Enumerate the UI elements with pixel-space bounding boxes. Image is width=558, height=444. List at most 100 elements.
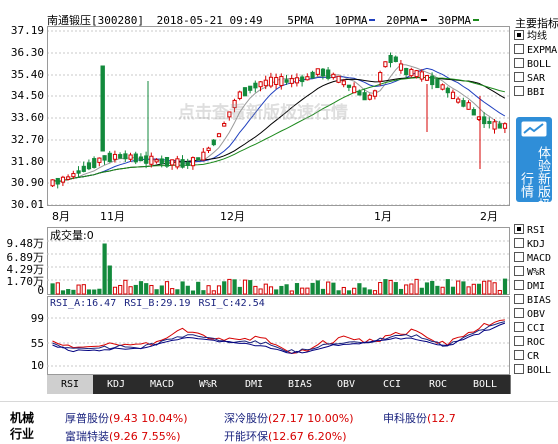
rsi-a-label: RSI_A:16.47 [50,298,117,309]
main-option-expma[interactable]: EXPMA [514,44,557,57]
candle-body [456,98,461,103]
candle-body [315,68,320,75]
tab-boll[interactable] [507,375,511,394]
ma-line-30 [52,76,506,183]
tab-obv[interactable]: OBV [323,375,370,394]
sub-option-bias[interactable]: BIAS [514,294,551,307]
tab-bias[interactable]: BIAS [277,375,324,394]
stock-link-name[interactable]: 开能环保 [224,430,268,443]
candle-body [388,54,393,64]
related-stock-link[interactable]: 开能环保(12.67 6.20%) [224,430,347,443]
main-option-boll[interactable]: BOLL [514,58,551,71]
candle-body [414,70,419,78]
stock-link-name[interactable]: 厚普股份 [65,412,109,425]
volume-bar [383,279,388,295]
tab-macd[interactable]: MACD [139,375,186,394]
volume-bar [128,286,133,295]
tab-rsi[interactable]: RSI [47,375,94,394]
related-stock-link[interactable]: 申科股份(12.7 [383,412,456,425]
radio-icon [514,252,524,262]
volume-chart[interactable] [47,227,510,295]
tab-wr[interactable]: W%R [185,375,232,394]
volume-bar [196,281,201,295]
candle-body [294,77,300,84]
volume-bar [357,283,362,295]
related-stock-link[interactable]: 富瑞特装(9.26 7.55%) [65,430,181,443]
candle-body [232,99,237,109]
related-stock-link[interactable]: 深冷股份(27.17 10.00%) [224,412,354,425]
sub-option-dmi[interactable]: DMI [514,280,545,293]
candle-body [144,155,149,164]
candle-body [222,122,227,127]
sub-option-obv[interactable]: OBV [514,308,545,321]
ma30-label: 30PMA [437,14,471,27]
sub-option-roc[interactable]: ROC [514,336,545,349]
volume-bar [346,290,352,295]
stock-price: 12.7 [431,412,456,425]
candle-body [336,75,341,83]
sub-option-macd[interactable]: MACD [514,252,551,265]
volume-bars [50,243,508,295]
volume-bar [445,279,450,295]
candle-body [419,71,424,80]
candle-body [170,159,175,166]
candle-body [357,90,362,96]
tab-roc[interactable]: ROC [415,375,462,394]
volume-bar [97,288,102,295]
volume-bar [435,285,440,295]
volume-bar [362,287,367,295]
radio-icon [514,364,524,374]
volume-bar [487,280,492,295]
volume-bar [232,279,237,295]
stock-link-name[interactable]: 富瑞特装 [65,430,109,443]
sub-option-wr[interactable]: W%R [514,266,545,279]
stock-change: 7.55% [141,430,177,443]
tab-dmi[interactable]: DMI [231,375,278,394]
candle-body [430,75,435,86]
main-option-sar[interactable]: SAR [514,72,545,85]
volume-bar [398,288,404,295]
volume-bar [440,286,445,295]
volume-bar [112,286,118,295]
related-stock-link[interactable]: 厚普股份(9.43 10.04%) [65,412,188,425]
price-tick: 30.90 [10,176,44,189]
candle-body [268,76,274,87]
main-indicator-title: 主要指标 [515,17,558,30]
candle-body [326,69,331,79]
volume-bar [248,280,253,295]
volume-bar [284,284,289,295]
volume-bar [461,281,466,295]
new-version-promo-button[interactable]: 体验新版极速行情 [516,117,552,224]
sub-option-cr[interactable]: CR [514,350,539,363]
tab-kdj[interactable]: KDJ [93,375,140,394]
volume-bar [76,284,81,295]
volume-bar [471,283,476,295]
price-tick: 31.80 [10,155,44,168]
radio-icon [514,350,524,360]
candle-body [482,116,487,125]
sub-option-rsi[interactable]: RSI [514,224,545,237]
tab-boll-label[interactable]: BOLL [461,375,509,394]
volume-bar [227,278,232,295]
rsi-chart[interactable] [47,296,510,375]
main-option-ma[interactable]: 均线 [514,30,547,43]
sub-option-kdj[interactable]: KDJ [514,238,545,251]
stock-price: 9.43 [113,412,138,425]
stock-link-name[interactable]: 申科股份 [383,412,427,425]
volume-bar [274,289,279,295]
main-option-bbi[interactable]: BBI [514,86,545,99]
candlestick-chart[interactable] [47,26,510,206]
trend-chart-icon [521,121,547,137]
stock-link-name[interactable]: 深冷股份 [224,412,268,425]
sub-option-cci[interactable]: CCI [514,322,545,335]
candle-body [310,71,315,79]
candle-body [471,109,476,116]
volume-bar [393,282,398,295]
candle-body [138,156,144,162]
candle-body [211,139,216,146]
candle-body [112,153,118,160]
radio-icon [514,308,524,318]
tab-cci[interactable]: CCI [369,375,416,394]
sub-option-boll[interactable]: BOLL [514,364,551,377]
stock-price: 27.17 [272,412,304,425]
